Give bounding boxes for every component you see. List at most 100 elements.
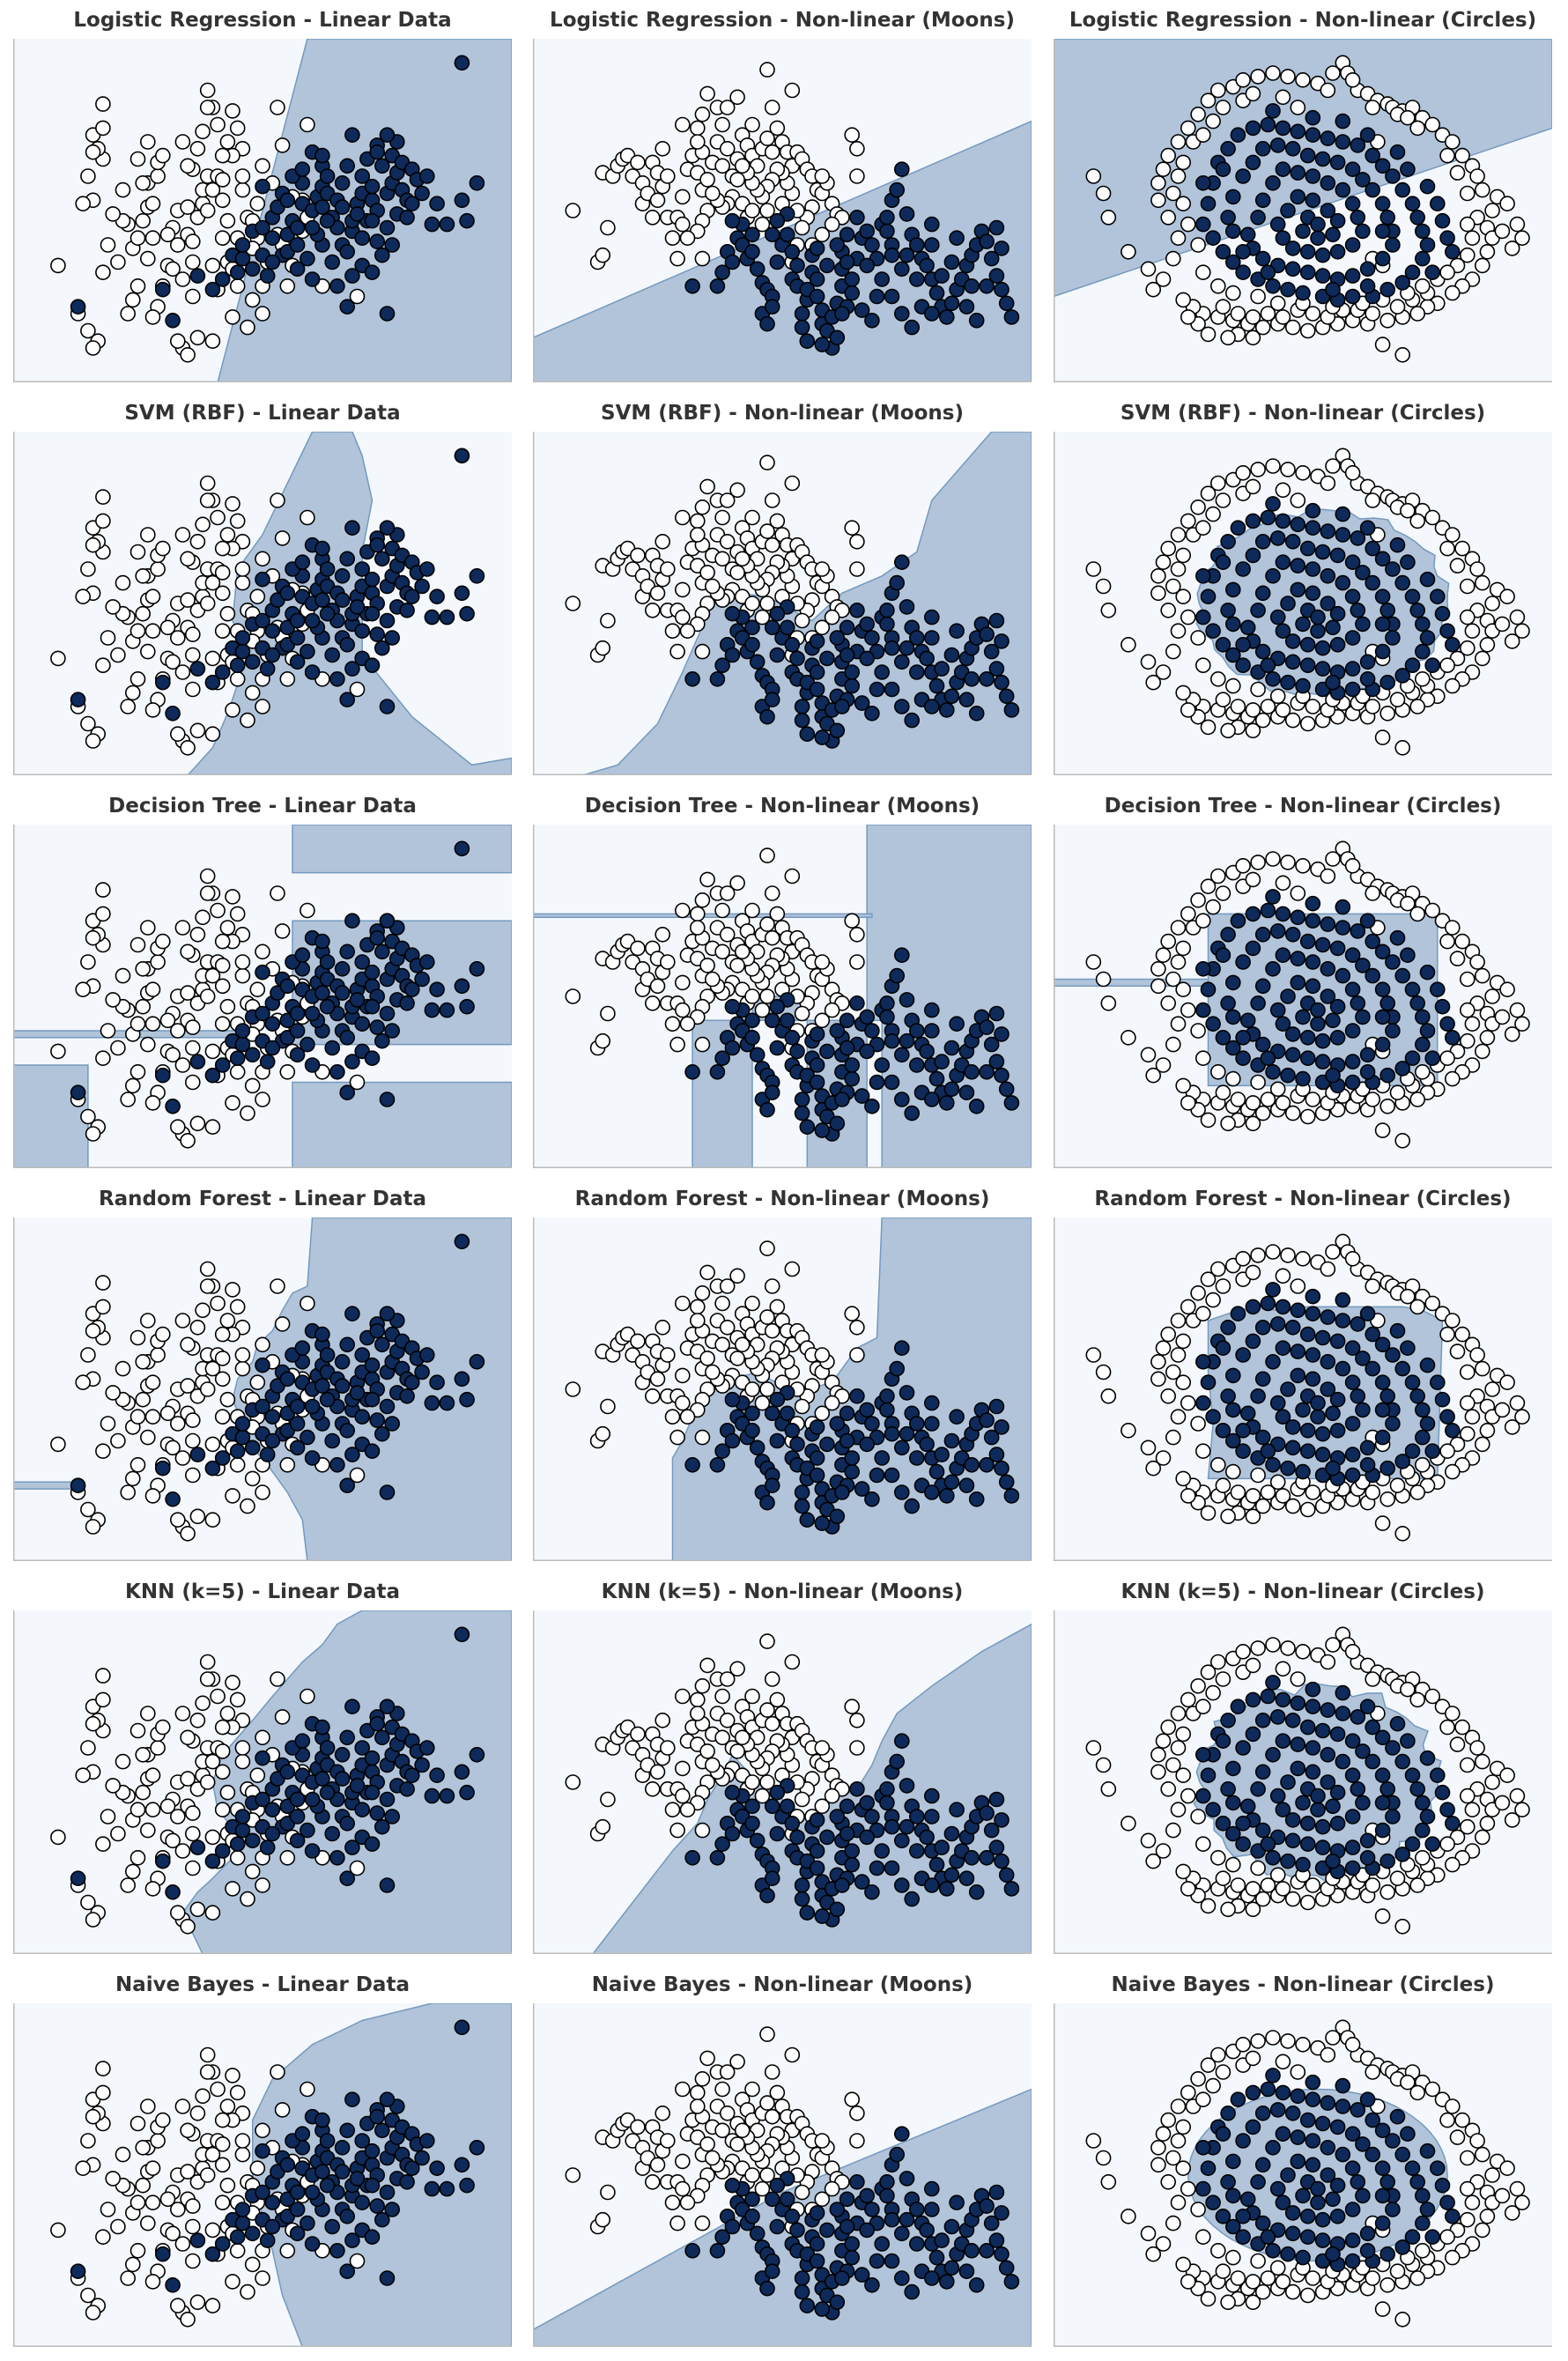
- data-point-class0: [664, 1802, 681, 1817]
- data-point-class0: [744, 596, 760, 611]
- data-point-class0: [80, 715, 96, 732]
- data-point-class1: [844, 1463, 861, 1480]
- data-point-class0: [80, 1740, 96, 1756]
- data-point-class0: [170, 333, 186, 350]
- data-point-class0: [655, 534, 670, 550]
- data-point-class1: [1299, 147, 1316, 164]
- data-point-class1: [1424, 264, 1441, 281]
- data-point-class0: [1155, 1450, 1172, 1466]
- data-point-class1: [1195, 1002, 1211, 1018]
- data-point-class0: [1459, 185, 1476, 202]
- data-point-class1: [304, 1398, 321, 1415]
- data-point-class0: [1260, 1092, 1276, 1107]
- data-point-class1: [1305, 1740, 1321, 1756]
- data-point-class1: [709, 1456, 726, 1473]
- panel-r4-c1: KNN (k=5) - Non-linear (Moons): [533, 1572, 1032, 1954]
- data-point-class0: [1230, 699, 1246, 714]
- data-point-class1: [354, 168, 371, 184]
- data-point-class0: [105, 992, 121, 1008]
- data-point-class0: [1210, 1849, 1226, 1866]
- data-point-class1: [814, 729, 831, 745]
- data-point-class1: [344, 127, 360, 143]
- data-point-class1: [414, 1364, 430, 1380]
- data-point-class0: [1365, 100, 1381, 115]
- data-point-class1: [1275, 1340, 1291, 1356]
- data-point-class0: [679, 1016, 696, 1032]
- data-point-class0: [675, 1688, 691, 1705]
- data-point-class0: [1095, 1364, 1112, 1380]
- data-point-class1: [1424, 2229, 1441, 2246]
- data-point-class0: [129, 623, 146, 639]
- data-point-class0: [159, 619, 176, 636]
- data-point-class1: [1290, 1367, 1306, 1384]
- data-point-class1: [1003, 702, 1020, 718]
- panel-title: Random Forest - Linear Data: [98, 1188, 427, 1210]
- data-point-class0: [279, 1849, 296, 1866]
- data-point-class0: [1320, 2046, 1336, 2063]
- data-point-class1: [255, 178, 270, 195]
- data-point-class1: [744, 619, 760, 636]
- data-point-class1: [1350, 2102, 1366, 2118]
- data-point-class0: [1400, 895, 1416, 912]
- data-point-class0: [170, 1416, 186, 1432]
- data-point-class1: [1269, 923, 1286, 939]
- data-point-class0: [1499, 1767, 1515, 1783]
- data-point-class1: [1344, 2160, 1361, 2176]
- data-point-class1: [354, 2133, 371, 2149]
- data-point-class1: [1414, 643, 1431, 660]
- data-point-class1: [1299, 2112, 1316, 2128]
- data-point-class0: [1160, 603, 1176, 618]
- data-point-class1: [769, 212, 786, 229]
- data-point-class0: [135, 212, 151, 229]
- data-point-class1: [1215, 244, 1231, 260]
- data-point-class0: [1474, 967, 1490, 984]
- data-point-class1: [1320, 961, 1336, 977]
- data-point-class0: [600, 1791, 616, 1808]
- data-point-class0: [744, 2167, 760, 2183]
- data-point-class1: [1419, 1809, 1436, 1824]
- data-point-class0: [189, 1901, 206, 1918]
- data-point-class1: [1220, 1320, 1236, 1336]
- data-point-class1: [349, 206, 366, 222]
- data-point-class0: [185, 1074, 201, 1091]
- data-point-class1: [403, 196, 420, 211]
- data-point-class1: [469, 961, 485, 977]
- data-point-class1: [264, 1825, 281, 1842]
- data-point-class1: [349, 599, 366, 615]
- data-point-class0: [675, 2180, 691, 2197]
- data-point-class0: [214, 958, 231, 973]
- data-point-class0: [690, 2098, 706, 2114]
- data-point-class0: [759, 523, 775, 539]
- data-point-class1: [814, 1122, 831, 1138]
- data-point-class0: [75, 588, 91, 604]
- data-point-class1: [1260, 1295, 1276, 1312]
- data-point-class1: [264, 623, 281, 639]
- data-point-class0: [1394, 1525, 1411, 1542]
- data-point-class0: [140, 920, 156, 936]
- data-point-class0: [595, 2211, 610, 2228]
- data-point-class0: [784, 1654, 801, 1670]
- data-point-class0: [50, 1043, 66, 1060]
- data-point-class1: [809, 1026, 825, 1042]
- data-point-class1: [1394, 2146, 1411, 2163]
- data-point-class0: [95, 1443, 111, 1460]
- data-point-class1: [1284, 2106, 1301, 2121]
- data-point-class1: [319, 2177, 336, 2194]
- data-point-class1: [1379, 674, 1396, 691]
- data-point-class0: [85, 144, 101, 160]
- data-point-class0: [769, 1691, 786, 1708]
- data-point-class0: [270, 2064, 285, 2080]
- data-point-class1: [979, 2198, 995, 2214]
- data-point-class1: [1359, 261, 1376, 278]
- data-point-class1: [334, 199, 351, 215]
- data-point-class1: [794, 306, 810, 322]
- data-point-class0: [824, 1002, 840, 1018]
- data-point-class1: [744, 637, 760, 653]
- data-point-class1: [1305, 192, 1321, 209]
- data-point-class0: [1121, 1030, 1136, 1046]
- data-point-class0: [1365, 699, 1381, 714]
- data-point-class1: [259, 2232, 276, 2248]
- data-point-class0: [600, 612, 616, 629]
- data-point-class1: [819, 1829, 835, 1846]
- data-point-class1: [364, 212, 381, 229]
